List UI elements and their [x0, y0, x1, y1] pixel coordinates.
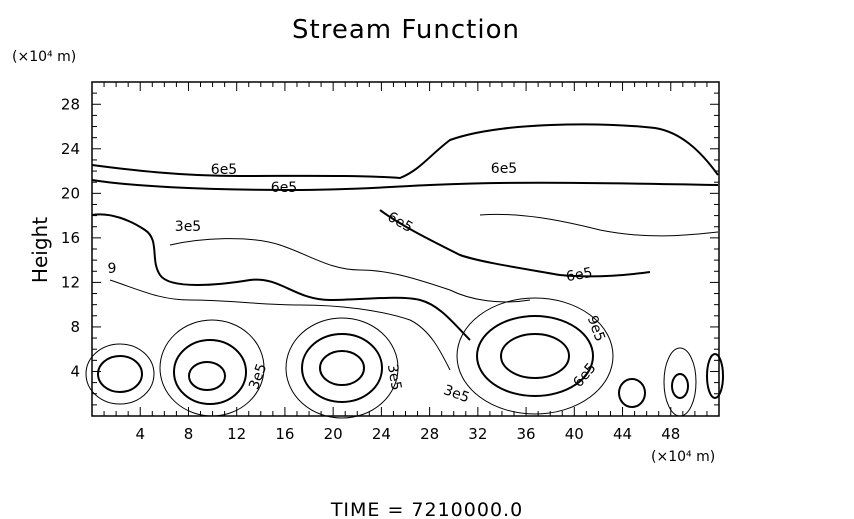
vortex-cell-2c: [188, 361, 226, 391]
vortex-cell-7: [706, 353, 724, 399]
contour-label: 3e5: [175, 219, 201, 235]
footer-time: TIME = 7210000.0: [330, 499, 523, 519]
contour-lines: [85, 123, 724, 419]
vortex-cell-6b: [671, 373, 689, 399]
vortex-cell-4b: [476, 315, 594, 397]
x-tick-label: 32: [468, 425, 487, 443]
contour-label: 6e5: [271, 180, 297, 196]
y-unit-label: (×10⁴ m): [12, 49, 76, 65]
vortex-cell-3b: [301, 333, 383, 403]
contour-label: 6e5: [385, 209, 416, 236]
y-tick-label: 28: [61, 95, 80, 113]
x-tick-label: 40: [565, 425, 584, 443]
contour-thin-b: [109, 279, 451, 371]
y-tick-label: 24: [61, 140, 80, 158]
contour-label: 3e5: [384, 363, 404, 392]
contour-thin-c: [479, 213, 719, 237]
y-tick-label: 4: [70, 362, 80, 380]
x-tick-label: 16: [275, 425, 294, 443]
x-unit-label: (×10⁴ m): [651, 449, 715, 465]
plot-frame: [91, 81, 720, 417]
vortex-cell-1a: [85, 343, 155, 405]
x-tick-label: 36: [517, 425, 536, 443]
vortex-cell-4a: [456, 297, 614, 415]
vortex-cell-4c: [500, 333, 570, 379]
y-tick-label: 12: [61, 273, 80, 291]
contour-label: 3e5: [441, 382, 471, 406]
vortex-cell-2a: [159, 319, 265, 417]
vortex-cell-2b: [173, 339, 247, 405]
contour-upper-band-2: [91, 179, 719, 192]
vortex-cell-3a: [285, 317, 399, 419]
vortex-cell-6a: [663, 347, 697, 417]
contour-thin-a: [169, 238, 531, 303]
contour-label: 3e5: [246, 361, 270, 391]
contour-label: 6e5: [565, 265, 594, 285]
vortex-cell-5: [618, 378, 646, 408]
contour-mid-6e5: [379, 209, 651, 278]
x-tick-label: 8: [184, 425, 194, 443]
x-tick-label: 20: [324, 425, 343, 443]
x-tick-label: 24: [372, 425, 391, 443]
y-tick-label: 8: [70, 318, 80, 336]
x-tick-label: 4: [135, 425, 145, 443]
x-tick-label: 28: [420, 425, 439, 443]
y-tick-label: 20: [61, 184, 80, 202]
chart-title: Stream Function: [292, 15, 520, 45]
contour-label: 6e5: [491, 161, 517, 177]
vortex-cell-1b: [97, 355, 143, 393]
y-tick-label: 16: [61, 229, 80, 247]
contour-upper-band: [91, 123, 719, 180]
x-tick-label: 48: [661, 425, 680, 443]
y-axis-label: Height: [28, 217, 52, 283]
x-tick-label: 44: [613, 425, 632, 443]
contour-label: 9: [108, 261, 117, 277]
vortex-cell-3c: [319, 350, 365, 386]
contour-label: 6e5: [211, 162, 237, 178]
x-tick-label: 12: [227, 425, 246, 443]
contour-mid-3e5: [91, 213, 471, 341]
